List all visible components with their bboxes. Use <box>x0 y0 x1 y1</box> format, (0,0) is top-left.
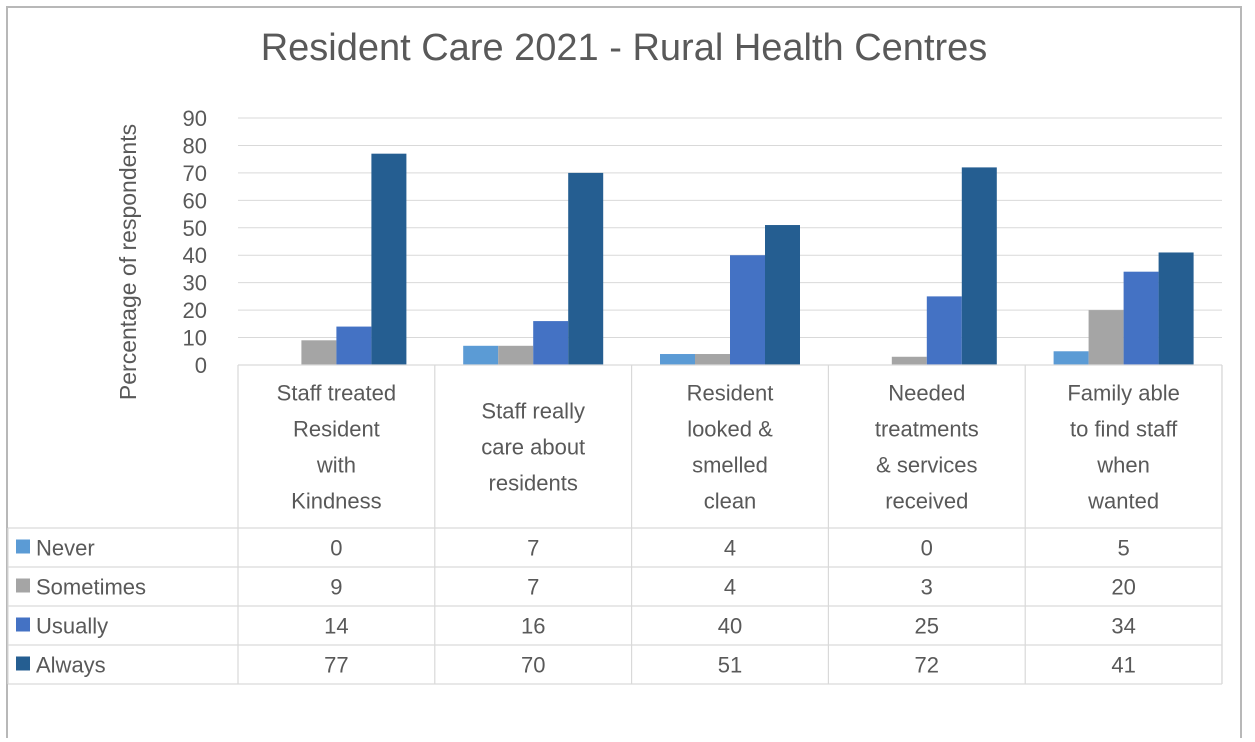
chart-frame <box>6 6 1242 738</box>
table-cell-value: 3 <box>921 575 933 600</box>
bar-sometimes <box>1088 310 1124 365</box>
table-cell-value: 51 <box>718 653 742 678</box>
table-cell-value: 7 <box>527 536 539 561</box>
bar-always <box>568 172 604 365</box>
table-cell-value: 4 <box>724 536 736 561</box>
bar-never <box>1053 351 1089 365</box>
bar-usually <box>926 296 962 365</box>
table-cell-value: 70 <box>521 653 545 678</box>
bar-usually <box>730 255 765 365</box>
y-tick-label: 20 <box>183 298 207 323</box>
category-label: Resident looked & smelled clean <box>687 381 774 514</box>
table-cell-value: 0 <box>330 536 342 561</box>
bar-usually <box>1123 271 1159 365</box>
bar-always <box>961 167 997 365</box>
y-tick-label: 10 <box>183 326 207 351</box>
y-tick-label: 80 <box>183 133 207 158</box>
y-tick-label: 70 <box>183 161 207 186</box>
legend-label: Usually <box>36 614 108 639</box>
bars <box>301 153 1194 365</box>
category-label: Family able to find staff when wanted <box>1067 381 1179 514</box>
legend-label: Always <box>36 653 106 678</box>
table-cell-value: 16 <box>521 614 545 639</box>
legend-label: Sometimes <box>36 575 146 600</box>
table-cell-value: 41 <box>1111 653 1135 678</box>
legend-key-sometimes <box>16 578 30 593</box>
y-tick-label: 0 <box>195 353 207 378</box>
bar-usually <box>533 321 569 365</box>
data-table: Staff treated Resident with Kindness Staff r… <box>7 364 1223 685</box>
chart-title: Resident Care 2021 - Rural Health Centre… <box>261 27 988 69</box>
category-label: Staff really care about residents <box>481 399 585 496</box>
legend-key-never <box>16 539 30 554</box>
bar-sometimes <box>301 340 337 365</box>
table-cell-value: 9 <box>330 575 342 600</box>
table-cell-value: 34 <box>1111 614 1135 639</box>
table-cell-value: 20 <box>1111 575 1135 600</box>
table-cell-value: 5 <box>1117 536 1129 561</box>
bar-always <box>1158 252 1194 365</box>
bar-always <box>765 225 800 365</box>
table-cell-value: 40 <box>718 614 742 639</box>
y-tick-label: 90 <box>183 106 207 131</box>
category-label: Needed treatments & services received <box>875 381 979 514</box>
legend-label: Never <box>36 536 95 561</box>
y-tick-label: 60 <box>183 188 207 213</box>
table-cell-value: 4 <box>724 575 736 600</box>
legend-key-always <box>16 656 30 671</box>
category-label: Staff treated Resident with Kindness <box>277 381 396 514</box>
table-cell-value: 77 <box>324 653 348 678</box>
table-cell-value: 72 <box>915 653 939 678</box>
bar-sometimes <box>498 345 534 365</box>
legend-key-usually <box>16 617 30 632</box>
bar-never <box>463 345 499 365</box>
bar-always <box>371 153 407 365</box>
table-cell-value: 0 <box>921 536 933 561</box>
bar-sometimes <box>891 356 927 365</box>
y-tick-label: 40 <box>183 243 207 268</box>
bar-usually <box>336 326 372 365</box>
table-cell-value: 14 <box>324 614 348 639</box>
bar-never <box>660 354 695 365</box>
table-cell-value: 7 <box>527 575 539 600</box>
table-cell-value: 25 <box>915 614 939 639</box>
bar-sometimes <box>695 354 730 365</box>
y-axis-title: Percentage of respondents <box>115 124 141 400</box>
y-tick-label: 30 <box>183 271 207 296</box>
y-tick-label: 50 <box>183 216 207 241</box>
